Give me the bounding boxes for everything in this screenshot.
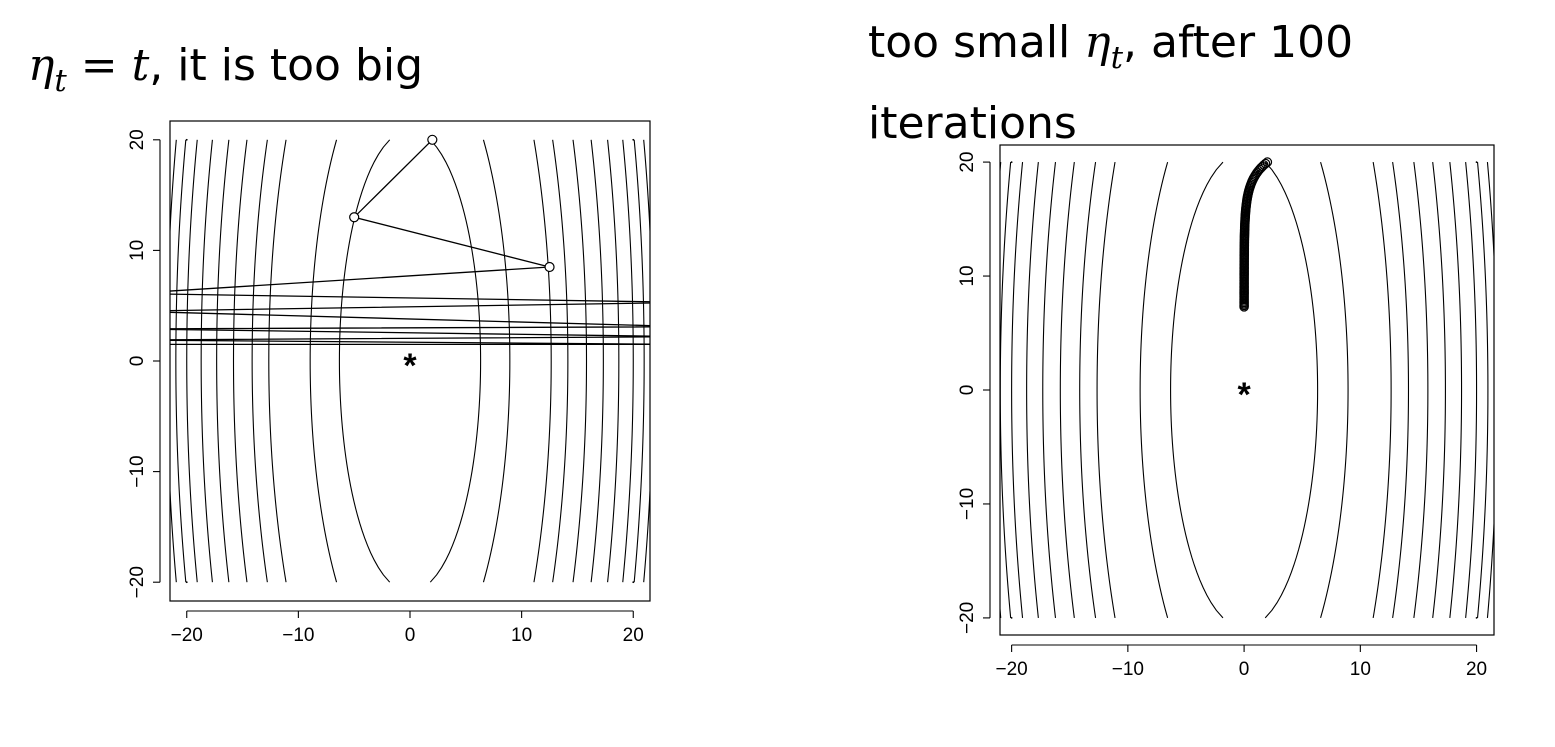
eta-subscript: t <box>1110 39 1124 76</box>
contour-line <box>633 139 645 583</box>
contour-line <box>1320 161 1349 619</box>
iterate-marker <box>349 212 360 223</box>
contour-line <box>607 139 620 583</box>
plot-area <box>170 134 650 584</box>
right-title-text-post: , after 100 <box>1123 17 1354 68</box>
right-plot-svg: * −20 −10 0 10 20 −20 −10 0 10 20 <box>957 144 1495 680</box>
eta-subscript: t <box>54 62 67 99</box>
contour-line <box>200 139 213 583</box>
contour-line <box>268 139 287 583</box>
contour-line <box>1476 162 1489 618</box>
y-tick-label: −20 <box>957 602 978 634</box>
x-tick-label: 0 <box>1239 659 1250 680</box>
x-tick-label: 10 <box>1350 659 1371 680</box>
iterate-marker <box>1239 302 1249 312</box>
x-tick-label: −20 <box>996 659 1028 680</box>
grid-corner-dot <box>1010 617 1013 619</box>
contour-line <box>1139 161 1169 619</box>
left-contour-plot: * −20 −10 0 10 20 −20 −10 0 10 20 <box>100 110 670 670</box>
minimum-star-marker: * <box>403 347 417 385</box>
y-tick-label: −20 <box>127 566 148 598</box>
plot-area <box>1000 157 1494 619</box>
grid-corner-dot <box>632 138 635 141</box>
y-tick-label: 0 <box>127 356 148 367</box>
contour-line <box>1264 161 1319 619</box>
contour-line <box>572 139 588 583</box>
contour-line <box>1042 162 1057 618</box>
y-tick-label: 10 <box>127 240 148 261</box>
contour-line <box>482 139 511 583</box>
contour-line <box>309 139 338 583</box>
contour-line <box>643 139 650 583</box>
y-tick-label: −10 <box>127 455 148 487</box>
contour-line <box>1449 162 1463 618</box>
contour-line <box>1465 162 1478 618</box>
x-tick-label: 10 <box>511 625 532 646</box>
contour-line <box>186 139 198 583</box>
contour-line <box>1026 162 1039 618</box>
contour-line <box>533 139 552 583</box>
right-slide-title: too small ηt, after 100 iterations <box>868 10 1353 157</box>
contour-line <box>429 139 482 583</box>
grid-corner-dot <box>185 138 188 141</box>
left-title-text: , it is too big <box>149 40 424 91</box>
contour-line <box>1000 162 1012 618</box>
eta-symbol: η <box>1084 17 1111 68</box>
right-title-text-pre: too small <box>868 17 1085 68</box>
iterate-marker <box>427 134 438 145</box>
grid-corner-dot <box>1010 161 1013 163</box>
x-tick-label: 0 <box>405 625 416 646</box>
contour-line <box>622 139 634 583</box>
x-tick-label: −20 <box>171 625 203 646</box>
contour-line <box>175 139 187 583</box>
contour-line <box>251 139 268 583</box>
x-tick-label: −10 <box>1112 659 1144 680</box>
contour-line <box>1170 161 1224 619</box>
contour-line <box>216 139 230 583</box>
contour-line <box>1413 162 1429 618</box>
y-tick-label: 0 <box>957 385 978 396</box>
eta-symbol: η <box>28 40 55 91</box>
minimum-star-marker: * <box>1237 376 1251 414</box>
contour-line <box>232 139 248 583</box>
contour-line <box>1432 162 1446 618</box>
right-title-line2: iterations <box>868 97 1077 149</box>
y-tick-label: 20 <box>957 152 978 173</box>
grid-corner-dot <box>185 581 188 584</box>
y-tick-label: 10 <box>957 265 978 286</box>
grid-corner-dot <box>632 581 635 584</box>
contour-line <box>552 139 569 583</box>
contour-line <box>1096 162 1116 618</box>
grid-corner-dot <box>1475 161 1478 163</box>
iterate-marker <box>544 261 555 273</box>
left-slide-title: ηt = t, it is too big <box>28 40 423 100</box>
contour-line <box>1059 162 1075 618</box>
x-tick-label: 20 <box>623 625 644 646</box>
contour-line <box>1372 162 1392 618</box>
contour-line <box>1011 162 1024 618</box>
eta-equals-t: = t <box>66 40 150 91</box>
right-contour-plot: * −20 −10 0 10 20 −20 −10 0 10 20 <box>930 135 1510 695</box>
contour-line <box>1392 162 1410 618</box>
y-tick-label: 20 <box>127 129 148 150</box>
x-tick-label: −10 <box>282 625 314 646</box>
y-tick-label: −10 <box>957 488 978 520</box>
contour-line <box>1000 162 1002 618</box>
contour-line <box>590 139 604 583</box>
contour-line <box>1079 162 1097 618</box>
grid-corner-dot <box>1475 617 1478 619</box>
gradient-descent-path <box>170 139 650 346</box>
plot-frame <box>169 120 651 602</box>
left-plot-svg: * −20 −10 0 10 20 −20 −10 0 10 20 <box>127 120 651 646</box>
plot-frame <box>999 144 1495 636</box>
contour-line <box>170 139 177 583</box>
contour-line <box>1486 162 1494 618</box>
x-tick-label: 20 <box>1466 659 1487 680</box>
